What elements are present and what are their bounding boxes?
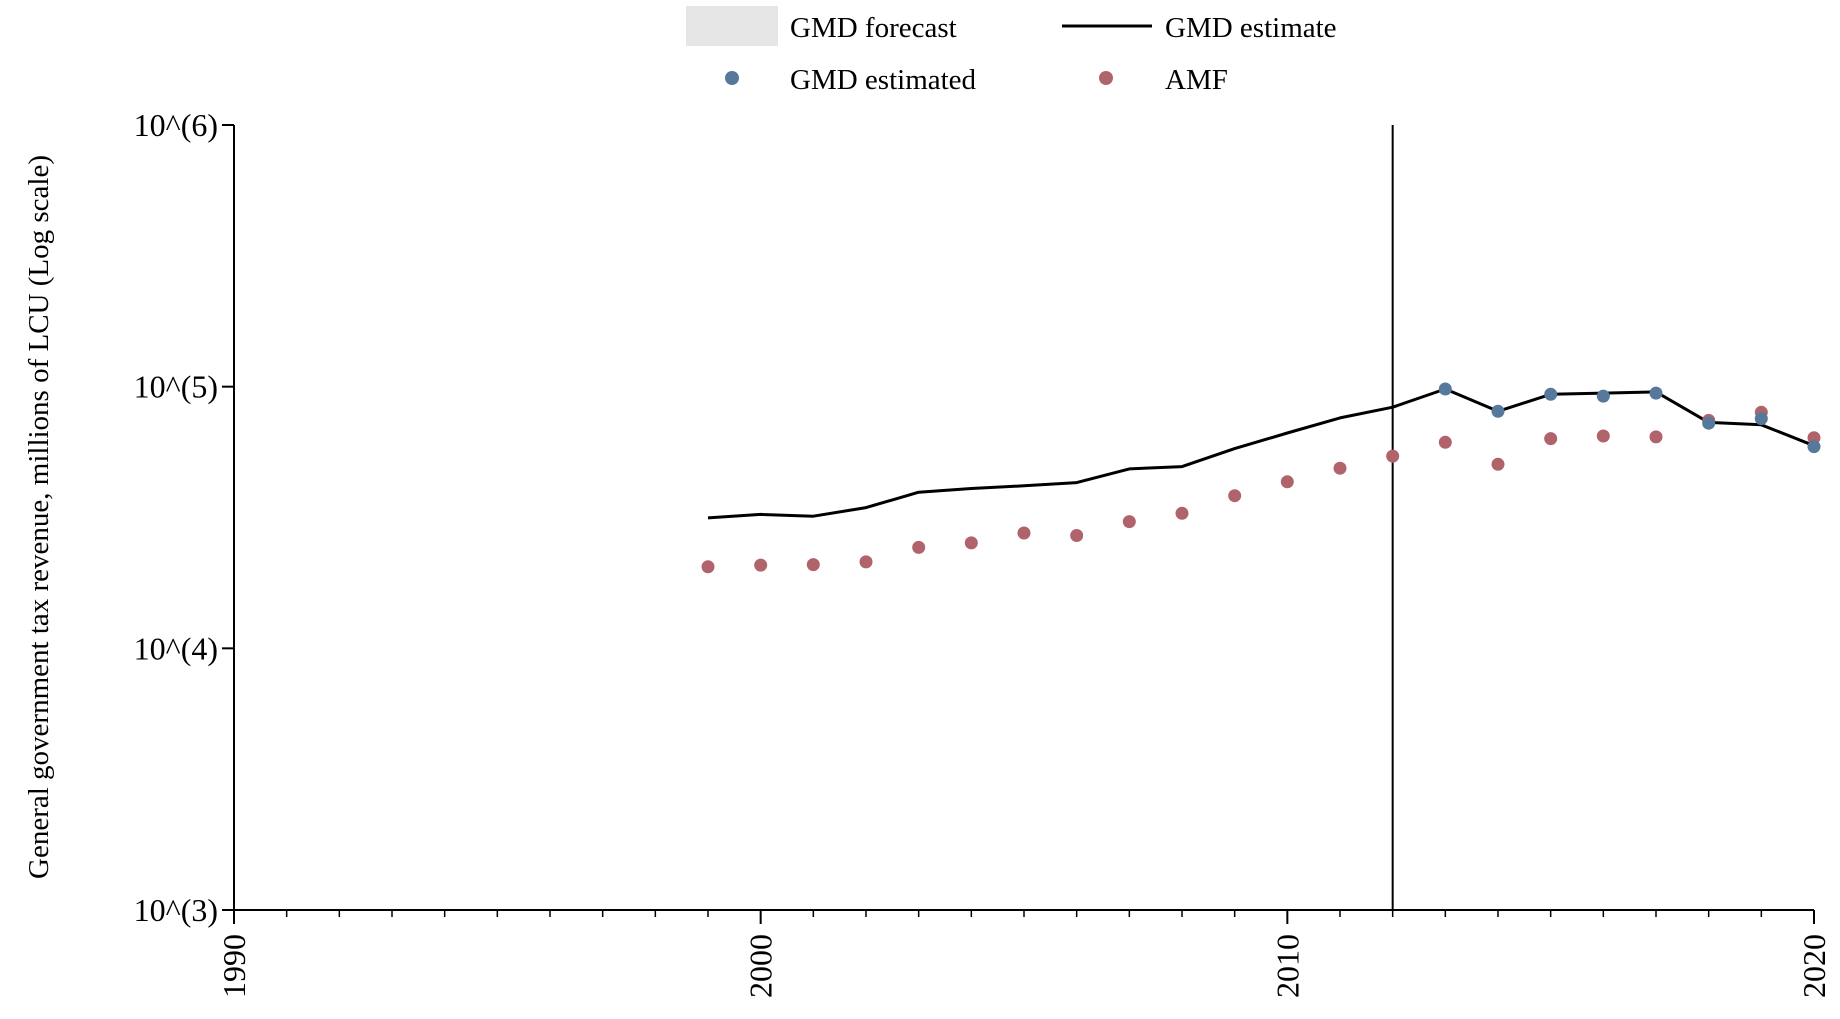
amf-point (1491, 457, 1505, 471)
amf-point (1544, 432, 1558, 446)
x-tick-label: 2000 (743, 934, 779, 998)
y-tick-label: 10^(5) (134, 369, 218, 405)
amf-point (1070, 529, 1084, 542)
y-tick-label: 10^(4) (134, 630, 218, 666)
gmd-estimated-point (1544, 387, 1558, 401)
gmd-estimated-point (1438, 382, 1452, 396)
x-minor-ticks (285, 910, 1763, 917)
gmd-estimated-point (1596, 389, 1610, 403)
gmd-estimated-point (1649, 386, 1663, 400)
legend-swatch-estimated (725, 71, 739, 85)
amf-point (806, 558, 820, 572)
y-tick-label: 10^(3) (134, 892, 218, 928)
amf-point (1649, 430, 1663, 444)
legend-swatch-forecast (686, 6, 778, 46)
gmd-estimated-point (1702, 416, 1716, 430)
series-gmd-estimate-line (707, 387, 1815, 520)
amf-point (1333, 461, 1347, 475)
amf-point (1280, 475, 1294, 489)
legend-label-amf: AMF (1165, 64, 1228, 96)
y-axis-title: General government tax revenue, millions… (23, 155, 55, 879)
series-gmd-estimated-points (1438, 382, 1821, 454)
gmd-estimated-point (1491, 404, 1505, 418)
amf-point (1017, 526, 1031, 540)
gmd-estimated-point (1754, 412, 1768, 426)
legend-label-estimate: GMD estimate (1165, 12, 1337, 44)
legend: GMD forecast GMD estimate GMD estimated … (686, 6, 1337, 96)
amf-point (1175, 506, 1189, 520)
series-amf-points (701, 405, 1821, 574)
amf-point (1807, 431, 1821, 445)
x-tick-label: 2010 (1269, 934, 1305, 998)
legend-label-forecast: GMD forecast (790, 12, 957, 44)
amf-point (1228, 489, 1242, 503)
legend-swatch-amf (1099, 71, 1113, 85)
amf-point (1122, 515, 1136, 529)
y-tick-label: 10^(6) (134, 107, 218, 143)
x-ticks: 1990 2000 2010 2020 (216, 910, 1832, 998)
amf-point (859, 555, 873, 569)
amf-point (754, 558, 768, 572)
amf-point (1438, 435, 1452, 449)
x-tick-label: 2020 (1796, 934, 1832, 998)
amf-point (1386, 449, 1400, 463)
amf-point (964, 536, 978, 550)
y-ticks: 10^(3) 10^(4) 10^(5) 10^(6) (134, 107, 234, 928)
amf-point (912, 540, 926, 554)
x-tick-label: 1990 (216, 934, 252, 998)
amf-point (1596, 429, 1610, 443)
legend-label-estimated: GMD estimated (790, 64, 977, 96)
gmd-estimated-point (1807, 440, 1821, 454)
amf-point (701, 560, 715, 574)
